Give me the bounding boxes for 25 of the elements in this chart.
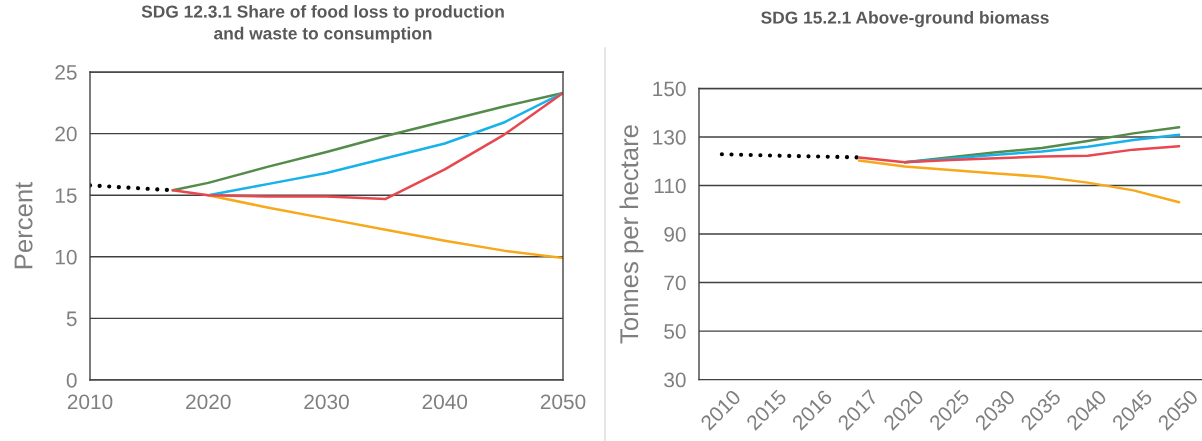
y-tick-label: 10: [55, 249, 77, 265]
y-tick-label: 70: [664, 275, 686, 291]
chart-title: SDG 15.2.1 Above-ground biomass: [761, 11, 1049, 28]
x-tick-label: 2030: [304, 394, 349, 410]
y-tick-label: 0: [66, 373, 77, 388]
y-tick-label: 5: [66, 311, 77, 327]
y-tick-label: 90: [664, 227, 686, 242]
y-tick-label: 15: [55, 188, 77, 203]
y-tick-label: 150: [653, 81, 686, 97]
line-series: [857, 144, 1181, 164]
y-axis-title: Tonnes per hectare: [619, 125, 644, 344]
x-tick-label: 2040: [422, 394, 468, 410]
x-tick-label: 2050: [540, 394, 586, 410]
y-tick-label: 110: [654, 178, 686, 194]
y-axis-title: Percent: [14, 181, 33, 269]
chart-title: SDG 12.3.1 Share of food loss to production and waste to consumption: [141, 5, 504, 44]
x-tick-label: 2010: [67, 394, 113, 410]
y-tick-label: 130: [653, 130, 686, 145]
line-series: [857, 159, 1181, 204]
y-tick-label: 30: [664, 372, 686, 388]
y-tick-label: 20: [55, 126, 77, 142]
x-tick-label: 2020: [186, 394, 231, 410]
y-tick-label: 50: [664, 324, 686, 339]
y-tick-label: 25: [55, 65, 77, 80]
line-series: [207, 193, 563, 260]
